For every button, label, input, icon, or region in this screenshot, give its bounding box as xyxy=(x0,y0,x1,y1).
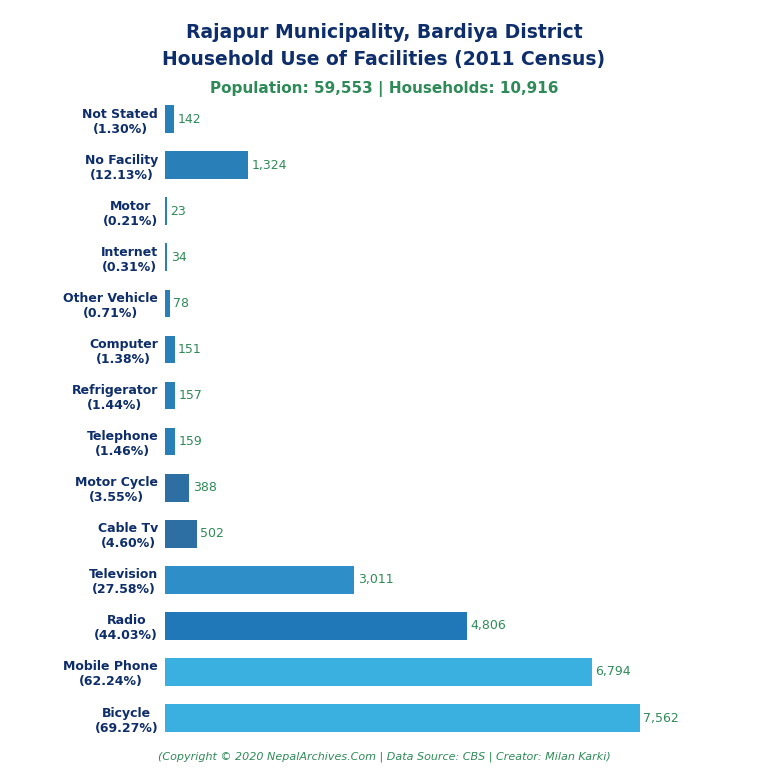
Text: Population: 59,553 | Households: 10,916: Population: 59,553 | Households: 10,916 xyxy=(210,81,558,97)
Bar xyxy=(165,382,175,409)
Text: (Copyright © 2020 NepalArchives.Com | Data Source: CBS | Creator: Milan Karki): (Copyright © 2020 NepalArchives.Com | Da… xyxy=(157,751,611,762)
Text: Rajapur Municipality, Bardiya District: Rajapur Municipality, Bardiya District xyxy=(186,23,582,42)
Text: 34: 34 xyxy=(170,251,187,263)
Text: 78: 78 xyxy=(174,297,190,310)
Bar xyxy=(165,197,167,225)
Text: 1,324: 1,324 xyxy=(252,159,287,171)
Text: Household Use of Facilities (2011 Census): Household Use of Facilities (2011 Census… xyxy=(163,50,605,69)
Text: 151: 151 xyxy=(178,343,202,356)
Bar xyxy=(165,243,167,271)
Text: 159: 159 xyxy=(178,435,202,448)
Text: 6,794: 6,794 xyxy=(595,666,631,678)
Text: 4,806: 4,806 xyxy=(470,620,506,632)
Bar xyxy=(165,566,354,594)
Bar xyxy=(165,612,467,640)
Text: 23: 23 xyxy=(170,205,186,217)
Bar xyxy=(165,474,190,502)
Text: 502: 502 xyxy=(200,528,224,540)
Bar xyxy=(165,336,174,363)
Text: 7,562: 7,562 xyxy=(644,712,679,724)
Bar xyxy=(165,290,170,317)
Text: 3,011: 3,011 xyxy=(358,574,393,586)
Text: 157: 157 xyxy=(178,389,202,402)
Bar xyxy=(165,428,175,455)
Bar xyxy=(165,520,197,548)
Bar xyxy=(165,658,592,686)
Bar xyxy=(165,105,174,133)
Text: 388: 388 xyxy=(193,482,217,494)
Text: 142: 142 xyxy=(177,113,201,125)
Bar xyxy=(165,151,248,179)
Bar xyxy=(165,704,640,732)
